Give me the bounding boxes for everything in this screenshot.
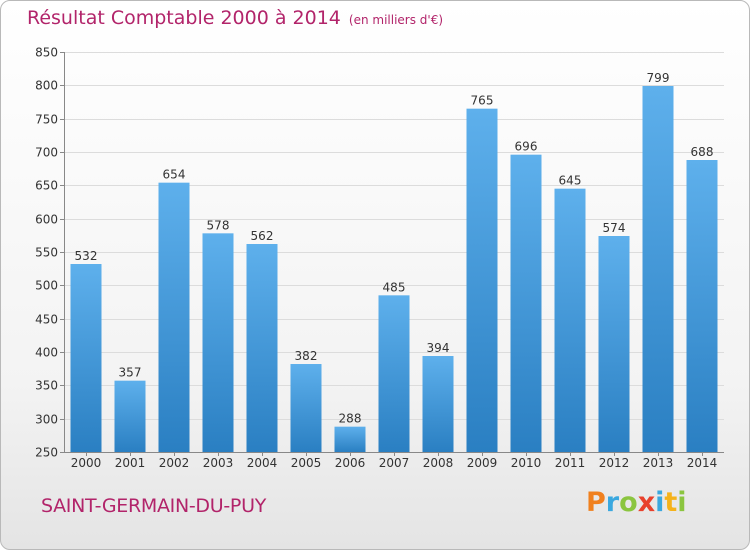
x-tick-label: 2007 [379, 456, 410, 470]
x-tick-label: 2009 [467, 456, 498, 470]
x-tick-label: 2014 [687, 456, 718, 470]
x-tick-label: 2013 [643, 456, 674, 470]
logo-letter: i [677, 487, 687, 518]
y-tick-label: 300 [35, 413, 58, 427]
x-tick-label: 2001 [115, 456, 146, 470]
bar-2002 [158, 182, 190, 452]
bar-2003 [202, 233, 234, 452]
data-label: 765 [471, 94, 494, 108]
data-label: 645 [559, 174, 582, 188]
proxiti-logo: Proxiti [586, 487, 687, 518]
logo-letter: i [655, 487, 665, 518]
x-tick-label: 2010 [511, 456, 542, 470]
bar-2012 [598, 236, 630, 452]
x-tick-label: 2004 [247, 456, 278, 470]
bar-2013 [642, 86, 674, 452]
logo-letter: x [637, 487, 656, 518]
data-label: 578 [207, 218, 230, 232]
y-tick-label: 600 [35, 213, 58, 227]
y-tick-label: 750 [35, 113, 58, 127]
y-tick-label: 850 [35, 46, 58, 60]
data-label: 532 [75, 249, 98, 263]
y-tick-label: 400 [35, 346, 58, 360]
x-tick-label: 2000 [71, 456, 102, 470]
bar-2005 [290, 364, 322, 452]
data-label: 799 [647, 71, 670, 85]
bar-2004 [246, 244, 278, 452]
data-label: 574 [603, 221, 626, 235]
x-tick-label: 2008 [423, 456, 454, 470]
chart-title-text: Résultat Comptable 2000 à 2014 [27, 7, 341, 29]
bar-2007 [378, 295, 410, 452]
y-tick-label: 500 [35, 279, 58, 293]
x-tick-label: 2011 [555, 456, 586, 470]
logo-letter: P [586, 487, 606, 518]
data-label: 688 [691, 145, 714, 159]
chart-unit: (en milliers d'€) [348, 13, 444, 27]
x-tick-label: 2006 [335, 456, 366, 470]
bar-2014 [686, 160, 718, 452]
bar-2006 [334, 426, 366, 452]
data-label: 562 [251, 229, 274, 243]
axes: 250 300 350 400 450 500 550 600 650 700 750 800 850 2… [35, 46, 724, 470]
data-label: 696 [515, 140, 538, 154]
bar-2010 [510, 154, 542, 452]
x-tick-label: 2012 [599, 456, 630, 470]
y-tick-label: 550 [35, 246, 58, 260]
y-tick-label: 700 [35, 146, 58, 160]
logo-letter: t [664, 487, 678, 518]
data-label: 357 [119, 366, 142, 380]
bar-2000 [70, 264, 102, 452]
bar-2009 [466, 108, 498, 453]
data-label: 382 [295, 349, 318, 363]
y-tick-label: 800 [35, 79, 58, 93]
data-label: 394 [427, 341, 450, 355]
chart-title: Résultat Comptable 2000 à 2014 (en millie… [27, 7, 443, 29]
bar-chart: 532 357 654 578 562 382 288 485 394 765 696 645 574 7… [35, 46, 724, 470]
bar-2001 [114, 380, 146, 452]
logo-letter: o [619, 487, 638, 518]
data-label: 288 [339, 412, 362, 426]
bars: 532 357 654 578 562 382 288 485 394 765 696 645 574 7… [70, 71, 718, 453]
bar-2011 [554, 188, 586, 452]
data-label: 654 [163, 168, 186, 182]
y-tick-label: 250 [35, 446, 58, 460]
x-tick-label: 2003 [203, 456, 234, 470]
town-name: SAINT-GERMAIN-DU-PUY [41, 495, 266, 517]
logo-letter: r [605, 487, 620, 518]
y-tick-label: 350 [35, 379, 58, 393]
y-tick-label: 450 [35, 313, 58, 327]
x-tick-label: 2002 [159, 456, 190, 470]
data-label: 485 [383, 280, 406, 294]
bar-2008 [422, 356, 454, 452]
y-tick-label: 650 [35, 179, 58, 193]
x-tick-label: 2005 [291, 456, 322, 470]
